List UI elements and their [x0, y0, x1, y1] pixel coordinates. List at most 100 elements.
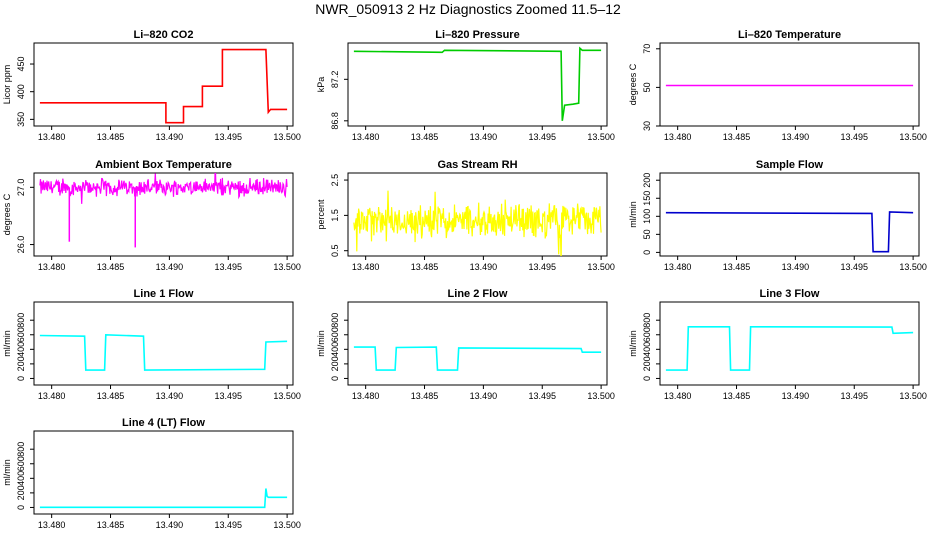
chart-panel: Li–820 CO2 Licor ppm 13.480 13.485 13.490 13.…	[2, 29, 301, 142]
y-tick-label: 0	[330, 376, 340, 381]
x-tick-label: 13.490	[470, 262, 498, 272]
y-tick-label: 600	[642, 327, 652, 342]
x-tick-label: 13.485	[723, 132, 751, 142]
chart-panel: Gas Stream RH percent 13.480 13.485 13.490 13…	[316, 159, 615, 272]
x-tick-label: 13.490	[470, 132, 498, 142]
y-tick-label: 27.0	[16, 179, 26, 197]
x-tick-label: 13.495	[528, 262, 556, 272]
chart-title: Gas Stream RH	[437, 159, 517, 171]
x-tick-label: 13.495	[840, 262, 868, 272]
x-tick-label: 13.495	[528, 391, 556, 401]
y-tick-label: 400	[16, 471, 26, 486]
x-tick-label: 13.500	[273, 262, 301, 272]
y-axis-label: percent	[316, 199, 326, 230]
data-line	[353, 346, 602, 371]
data-line	[665, 211, 914, 253]
plot-frame	[659, 42, 920, 127]
chart-panel: Line 2 Flow ml/min 13.480 13.485 13.490 13.49…	[316, 288, 615, 401]
x-tick-label: 13.490	[156, 391, 184, 401]
y-tick-label: 100	[642, 209, 652, 224]
x-tick-label: 13.495	[528, 132, 556, 142]
x-tick-label: 13.485	[411, 132, 439, 142]
chart-title: Line 4 (LT) Flow	[122, 417, 205, 429]
y-tick-label: 200	[16, 485, 26, 500]
chart-panel: Sample Flow ml/min 13.480 13.485 13.490 13.49…	[628, 159, 927, 272]
x-tick-label: 13.480	[664, 132, 692, 142]
chart-title: Sample Flow	[756, 159, 824, 171]
x-tick-label: 13.500	[899, 391, 927, 401]
x-tick-label: 13.500	[587, 262, 615, 272]
data-line	[39, 173, 288, 204]
y-tick-label: 150	[642, 191, 652, 206]
y-tick-label: 86.8	[330, 112, 340, 130]
y-tick-label: 600	[330, 327, 340, 342]
y-tick-label: 800	[642, 313, 652, 328]
x-tick-label: 13.495	[840, 391, 868, 401]
x-tick-label: 13.490	[782, 132, 810, 142]
chart-title: Ambient Box Temperature	[95, 159, 232, 171]
y-tick-label: 800	[330, 313, 340, 328]
plot-frame	[33, 42, 294, 127]
plot-frame	[347, 42, 608, 127]
data-line	[353, 46, 602, 121]
y-tick-label: 0	[642, 250, 652, 255]
x-tick-label: 13.490	[782, 391, 810, 401]
x-tick-label: 13.485	[97, 132, 125, 142]
y-tick-label: 1.5	[330, 209, 340, 222]
y-axis-label: degrees C	[2, 193, 12, 235]
chart-panel: Line 4 (LT) Flow ml/min 13.480 13.485 13.490…	[2, 417, 301, 530]
y-tick-label: 450	[16, 57, 26, 72]
x-tick-label: 13.500	[899, 132, 927, 142]
y-tick-label: 0	[642, 376, 652, 381]
y-tick-label: 26.0	[16, 236, 26, 254]
x-tick-label: 13.480	[664, 262, 692, 272]
x-tick-label: 13.500	[273, 520, 301, 530]
x-tick-label: 13.500	[273, 391, 301, 401]
plot-frame	[33, 430, 294, 515]
y-tick-label: 30	[642, 121, 652, 131]
y-tick-label: 200	[330, 356, 340, 371]
x-tick-label: 13.490	[470, 391, 498, 401]
y-axis-label: ml/min	[628, 201, 638, 228]
x-tick-label: 13.485	[97, 391, 125, 401]
chart-panel: Li–820 Temperature degrees C 13.480 13.485 1…	[628, 29, 927, 142]
chart-panel: Li–820 Pressure kPa 13.480 13.485 13.490 13.4…	[316, 29, 615, 142]
data-line	[39, 333, 288, 371]
chart-panel: Line 1 Flow ml/min 13.480 13.485 13.490 13.49…	[2, 288, 301, 401]
x-tick-label: 13.495	[214, 262, 242, 272]
x-tick-label: 13.490	[782, 262, 810, 272]
y-axis-label: ml/min	[628, 330, 638, 357]
x-tick-label: 13.495	[214, 132, 242, 142]
x-tick-label: 13.490	[156, 520, 184, 530]
x-tick-label: 13.490	[156, 262, 184, 272]
x-tick-label: 13.500	[899, 262, 927, 272]
y-tick-label: 200	[642, 173, 652, 188]
x-tick-label: 13.480	[352, 391, 380, 401]
y-tick-label: 200	[642, 356, 652, 371]
x-tick-label: 13.495	[840, 132, 868, 142]
y-tick-label: 50	[642, 229, 652, 239]
x-tick-label: 13.500	[587, 391, 615, 401]
y-tick-label: 400	[16, 84, 26, 99]
y-tick-label: 200	[16, 356, 26, 371]
x-tick-label: 13.480	[38, 520, 66, 530]
x-tick-label: 13.480	[352, 132, 380, 142]
data-line	[39, 48, 288, 124]
y-tick-label: 0.5	[330, 244, 340, 257]
data-line	[39, 488, 288, 509]
y-axis-label: ml/min	[2, 330, 12, 357]
y-tick-label: 0	[16, 376, 26, 381]
y-axis-label: kPa	[316, 77, 326, 93]
y-tick-label: 350	[16, 112, 26, 127]
chart-title: Li–820 Temperature	[738, 29, 841, 41]
y-tick-label: 800	[16, 313, 26, 328]
x-tick-label: 13.485	[97, 262, 125, 272]
page-title: NWR_050913 2 Hz Diagnostics Zoomed 11.5–…	[315, 1, 621, 17]
y-axis-label: ml/min	[2, 459, 12, 486]
y-axis-label: ml/min	[316, 330, 326, 357]
y-tick-label: 600	[16, 456, 26, 471]
chart-title: Line 2 Flow	[448, 288, 508, 300]
y-tick-label: 400	[16, 342, 26, 357]
x-tick-label: 13.480	[352, 262, 380, 272]
